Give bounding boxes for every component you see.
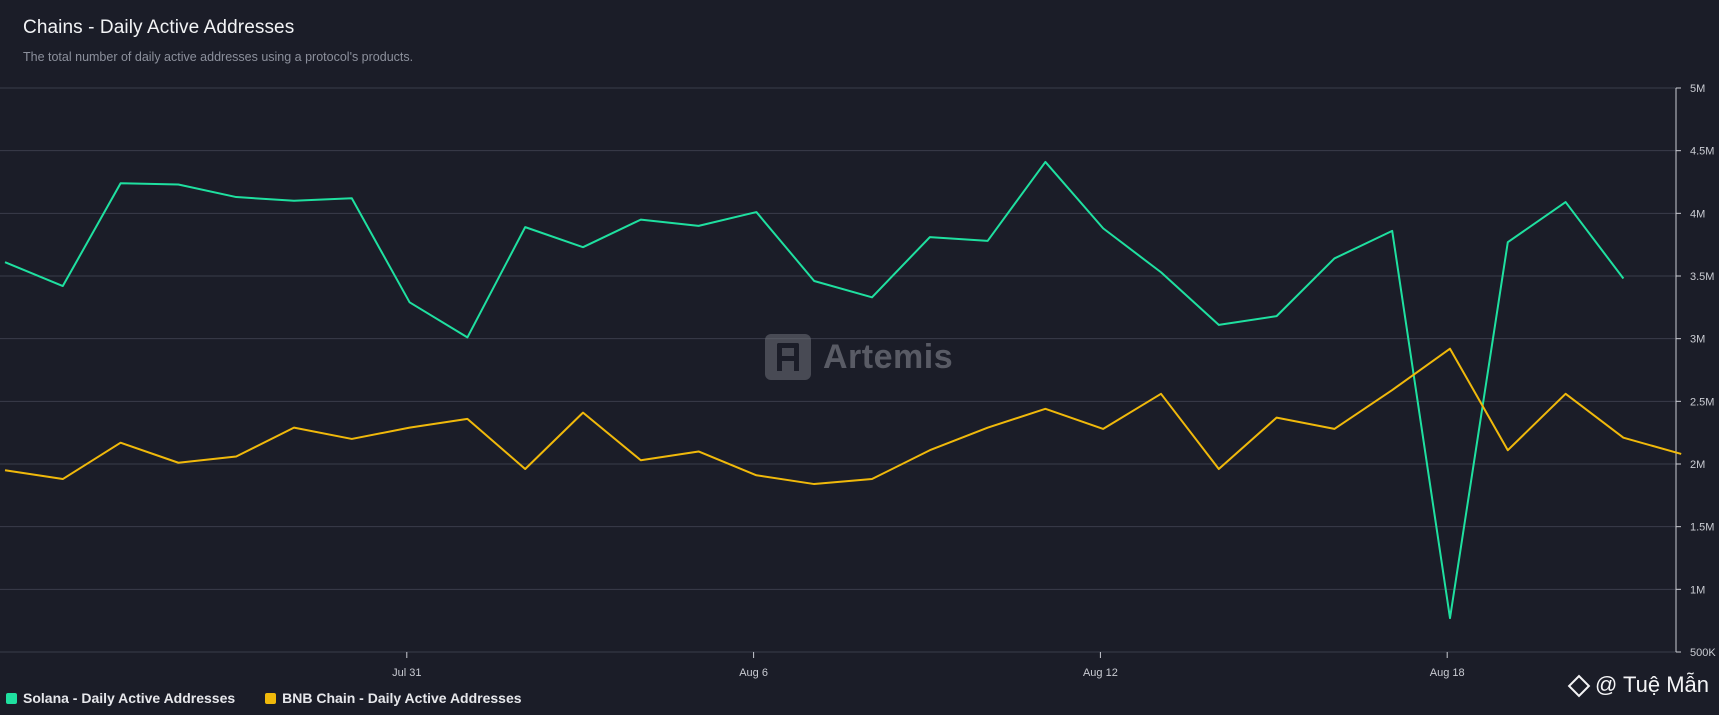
x-tick-label: Aug 6: [739, 667, 768, 679]
line-chart: 500K 1M 1.5M 2M 2.5M 3M 3.5M 4M 4.5M 5M Jul 31 Aug…: [0, 83, 1716, 679]
grid-lines: [0, 87, 1676, 653]
series-line-bnb[interactable]: [4, 347, 1682, 486]
y-tick-label: 4M: [1690, 208, 1705, 220]
y-tick-label: 1.5M: [1690, 522, 1714, 534]
artemis-logo-icon: [765, 334, 811, 380]
credit-text: @ Tuệ Mẫn: [1594, 672, 1709, 697]
y-tick-label: 3M: [1690, 334, 1705, 346]
x-tick-label: Jul 31: [392, 667, 421, 679]
y-tick-label: 500K: [1690, 647, 1716, 659]
legend-label-bnb: BNB Chain - Daily Active Addresses: [282, 690, 522, 706]
y-tick-label: 2M: [1690, 459, 1705, 471]
legend: Solana - Daily Active Addresses BNB Chai…: [6, 690, 522, 706]
x-tick-label: Aug 18: [1430, 667, 1465, 679]
series-lines: [4, 160, 1682, 620]
y-tick-label: 4.5M: [1690, 146, 1714, 158]
legend-label-solana: Solana - Daily Active Addresses: [23, 690, 236, 706]
legend-swatch-bnb: [265, 692, 277, 704]
y-tick-label: 1M: [1690, 584, 1705, 596]
series-line-solana[interactable]: [4, 160, 1625, 620]
y-tick-label: 3.5M: [1690, 271, 1714, 283]
legend-swatch-solana: [6, 692, 17, 704]
legend-item-bnb[interactable]: BNB Chain - Daily Active Addresses: [265, 690, 522, 706]
y-tick-label: 2.5M: [1690, 396, 1714, 408]
credit: @ Tuệ Mẫn: [1567, 672, 1709, 698]
x-axis: Jul 31 Aug 6 Aug 12 Aug 18: [392, 652, 1465, 679]
y-tick-label: 5M: [1690, 83, 1705, 95]
chart-title: Chains - Daily Active Addresses: [23, 17, 295, 38]
y-axis: 500K 1M 1.5M 2M 2.5M 3M 3.5M 4M 4.5M 5M: [1675, 83, 1716, 659]
chart-subtitle: The total number of daily active address…: [23, 50, 414, 64]
legend-item-solana[interactable]: Solana - Daily Active Addresses: [6, 690, 235, 706]
watermark-text: Artemis: [823, 337, 954, 376]
x-tick-label: Aug 12: [1083, 667, 1118, 679]
artemis-watermark: Artemis: [765, 334, 953, 380]
binance-diamond-icon: [1567, 674, 1589, 696]
